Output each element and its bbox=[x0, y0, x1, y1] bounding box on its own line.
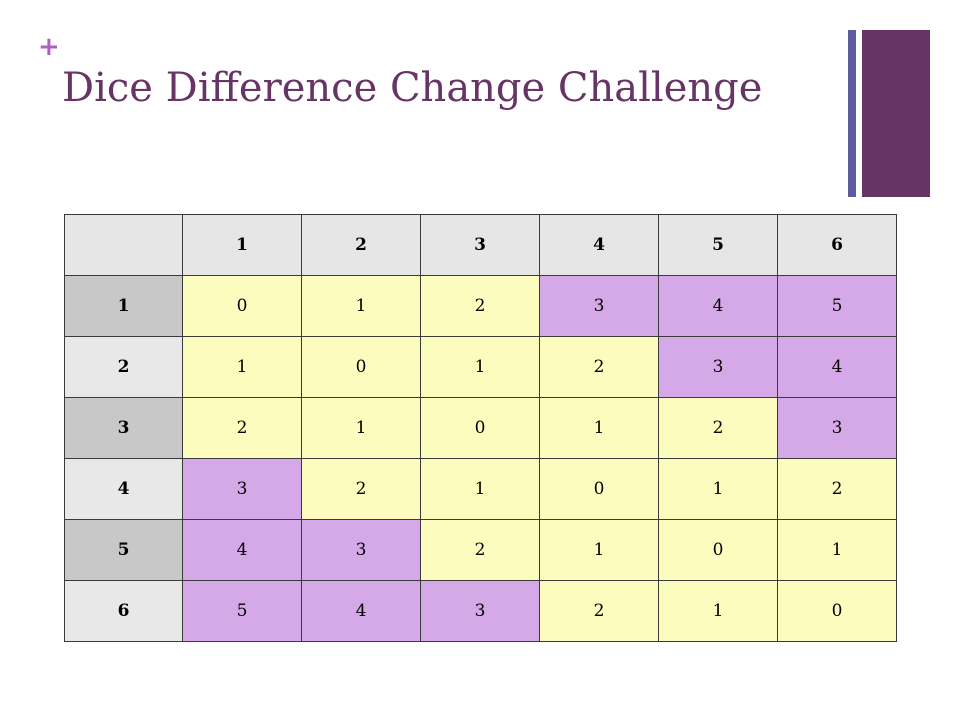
column-header: 3 bbox=[420, 214, 540, 276]
difference-cell: 3 bbox=[182, 458, 302, 520]
difference-cell: 2 bbox=[539, 580, 659, 642]
row-header: 6 bbox=[64, 580, 183, 642]
difference-cell: 0 bbox=[182, 275, 302, 337]
row-header: 1 bbox=[64, 275, 183, 337]
difference-cell: 3 bbox=[420, 580, 540, 642]
difference-cell: 2 bbox=[777, 458, 897, 520]
plus-icon: + bbox=[38, 32, 60, 62]
column-header: 4 bbox=[539, 214, 659, 276]
difference-cell: 1 bbox=[301, 397, 421, 459]
accent-bar-thin bbox=[848, 30, 856, 197]
row-header: 5 bbox=[64, 519, 183, 581]
difference-cell: 0 bbox=[539, 458, 659, 520]
difference-cell: 4 bbox=[182, 519, 302, 581]
difference-cell: 1 bbox=[182, 336, 302, 398]
column-header: 2 bbox=[301, 214, 421, 276]
slide-title: Dice Difference Change Challenge bbox=[62, 65, 763, 111]
column-header: 1 bbox=[182, 214, 302, 276]
difference-cell: 0 bbox=[420, 397, 540, 459]
difference-cell: 1 bbox=[777, 519, 897, 581]
difference-cell: 0 bbox=[301, 336, 421, 398]
difference-cell: 1 bbox=[420, 336, 540, 398]
accent-bar-thick bbox=[862, 30, 930, 197]
difference-cell: 3 bbox=[658, 336, 778, 398]
column-header: 6 bbox=[777, 214, 897, 276]
difference-cell: 5 bbox=[777, 275, 897, 337]
difference-cell: 2 bbox=[420, 519, 540, 581]
difference-cell: 4 bbox=[658, 275, 778, 337]
difference-cell: 1 bbox=[658, 580, 778, 642]
difference-cell: 2 bbox=[539, 336, 659, 398]
difference-cell: 0 bbox=[658, 519, 778, 581]
difference-cell: 1 bbox=[539, 397, 659, 459]
difference-cell: 4 bbox=[777, 336, 897, 398]
difference-cell: 2 bbox=[182, 397, 302, 459]
difference-cell: 1 bbox=[420, 458, 540, 520]
difference-cell: 3 bbox=[301, 519, 421, 581]
row-header: 4 bbox=[64, 458, 183, 520]
difference-cell: 0 bbox=[777, 580, 897, 642]
difference-cell: 3 bbox=[539, 275, 659, 337]
difference-cell: 1 bbox=[658, 458, 778, 520]
difference-cell: 3 bbox=[777, 397, 897, 459]
difference-cell: 2 bbox=[420, 275, 540, 337]
difference-cell: 4 bbox=[301, 580, 421, 642]
difference-cell: 1 bbox=[301, 275, 421, 337]
row-header: 3 bbox=[64, 397, 183, 459]
row-header: 2 bbox=[64, 336, 183, 398]
difference-cell: 5 bbox=[182, 580, 302, 642]
difference-cell: 2 bbox=[658, 397, 778, 459]
table-corner-cell bbox=[64, 214, 183, 276]
difference-cell: 2 bbox=[301, 458, 421, 520]
difference-cell: 1 bbox=[539, 519, 659, 581]
column-header: 5 bbox=[658, 214, 778, 276]
